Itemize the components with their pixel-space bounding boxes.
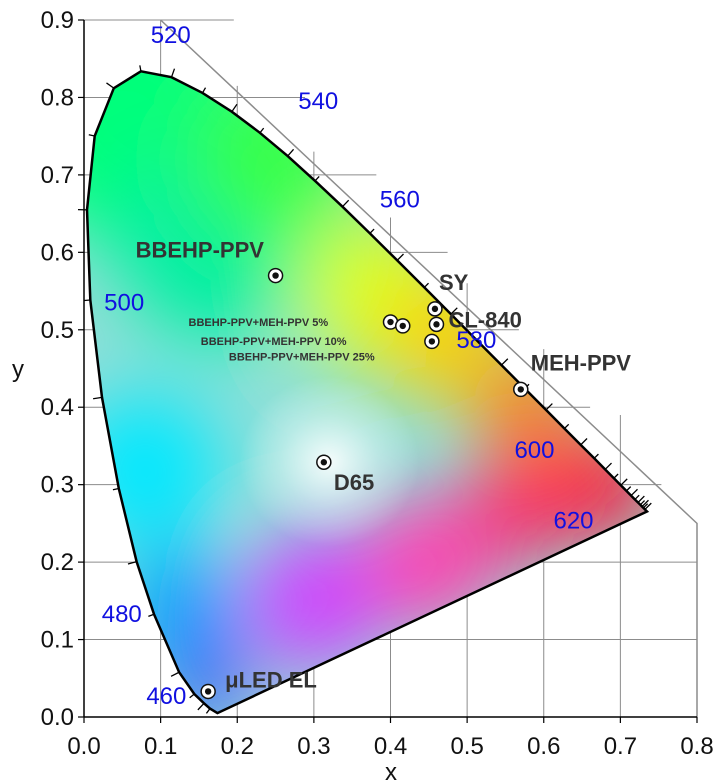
wavelength-tick (201, 87, 207, 94)
wavelength-label: 540 (298, 88, 338, 115)
data-point-center (272, 272, 279, 279)
wavelength-tick (613, 473, 619, 479)
wavelength-tick (127, 560, 137, 565)
data-point-label: BBEHP-PPV (136, 238, 265, 263)
wavelength-tick (563, 423, 570, 429)
x-axis-title: x (385, 759, 397, 783)
y-tick-label: 0.4 (41, 394, 74, 421)
y-tick-label: 0.1 (41, 627, 74, 654)
data-point-label: BBEHP-PPV+MEH-PPV 5% (189, 317, 329, 329)
wavelength-tick (641, 499, 649, 508)
data-point-center (428, 338, 436, 345)
wavelength-label: 620 (553, 507, 593, 534)
y-tick-label: 0.3 (41, 472, 74, 499)
data-point-label: μLED EL (225, 667, 317, 692)
wavelength-tick (139, 65, 142, 72)
wavelength-tick (287, 148, 295, 157)
y-tick-label: 0.8 (41, 84, 74, 111)
wavelength-label: 520 (151, 22, 191, 49)
wavelength-tick (545, 403, 553, 411)
wavelength-ticks (77, 65, 652, 714)
wavelength-tick (634, 494, 640, 500)
data-point-center (517, 386, 524, 393)
y-tick-label: 0.6 (41, 239, 74, 266)
y-tick-label: 0.5 (41, 317, 74, 344)
wavelength-tick (189, 693, 195, 699)
wavelength-tick (93, 396, 103, 400)
wavelength-tick (630, 488, 638, 497)
data-point-label: D65 (334, 470, 374, 495)
x-tick-label: 0.0 (67, 733, 100, 760)
wavelength-tick (580, 438, 588, 446)
axes: 0.0 0.1 0.2 0.3 0.4 0.5 0.6 0.7 0.8 0.0 0.1 0.2 0.3 0… (41, 7, 714, 760)
wavelength-label: 600 (514, 437, 554, 464)
wavelength-tick (639, 500, 646, 506)
data-point-center (431, 305, 439, 313)
data-point-center (433, 321, 440, 328)
wavelength-tick (88, 134, 95, 137)
wavelength-tick (450, 307, 458, 315)
wavelength-label: 500 (104, 289, 144, 316)
x-tick-label: 0.1 (144, 733, 177, 760)
data-point-center (399, 322, 406, 330)
wavelength-tick (593, 453, 599, 459)
y-tick-label: 0.0 (41, 704, 74, 731)
wavelength-tick (476, 335, 482, 341)
wavelength-tick (341, 199, 350, 208)
wavelength-tick (205, 708, 211, 714)
wavelength-tick (500, 358, 509, 366)
grid-outer-frame (160, 19, 698, 717)
wavelength-tick (106, 82, 115, 89)
wavelength-tick (642, 503, 649, 509)
wavelength-tick (314, 176, 320, 182)
data-point-center (204, 688, 212, 695)
wavelength-tick (396, 253, 404, 261)
x-tick-label: 0.4 (374, 733, 407, 760)
wavelength-tick (112, 487, 119, 491)
data-point-center (387, 318, 394, 326)
wavelength-tick (148, 613, 155, 617)
data-point-label: MEH-PPV (531, 350, 632, 375)
wavelength-labels: 460 480 500 520 540 560 580 600 620 (102, 22, 594, 710)
wavelength-label: 460 (146, 683, 186, 710)
wavelength-tick (625, 486, 632, 492)
data-point-label: SY (439, 270, 469, 295)
wavelength-tick (423, 282, 429, 288)
data-point-center (320, 459, 328, 466)
data-point-label: BBEHP-PPV+MEH-PPV 10% (201, 336, 347, 348)
x-tick-label: 0.2 (221, 733, 254, 760)
wavelength-label: 580 (456, 327, 496, 354)
wavelength-tick (369, 228, 375, 234)
x-tick-label: 0.7 (604, 733, 637, 760)
data-points: BBEHP-PPV BBEHP-PPV+MEH-PPV 5% BBEHP-PPV+M… (136, 238, 632, 700)
wavelength-tick (170, 68, 176, 78)
y-tick-label: 0.2 (41, 549, 74, 576)
x-tick-label: 0.5 (450, 733, 483, 760)
data-point-label: BBEHP-PPV+MEH-PPV 25% (229, 351, 375, 363)
wavelength-tick (259, 127, 265, 134)
y-tick-label: 0.9 (41, 7, 74, 34)
wavelength-label: 560 (380, 187, 420, 214)
wavelength-label: 480 (102, 601, 142, 628)
y-tick-label: 0.7 (41, 162, 74, 189)
x-tick-label: 0.8 (680, 733, 713, 760)
wavelength-tick (620, 478, 628, 486)
wavelength-tick (644, 502, 652, 510)
x-tick-label: 0.6 (527, 733, 560, 760)
x-tick-label: 0.3 (297, 733, 330, 760)
wavelength-tick (170, 671, 180, 677)
wavelength-tick (197, 702, 205, 711)
y-axis-title: y (12, 356, 24, 383)
wavelength-tick (604, 462, 612, 470)
data-point-label: CL-840 (448, 307, 521, 332)
wavelength-tick (231, 103, 238, 113)
wavelength-tick (637, 495, 645, 503)
